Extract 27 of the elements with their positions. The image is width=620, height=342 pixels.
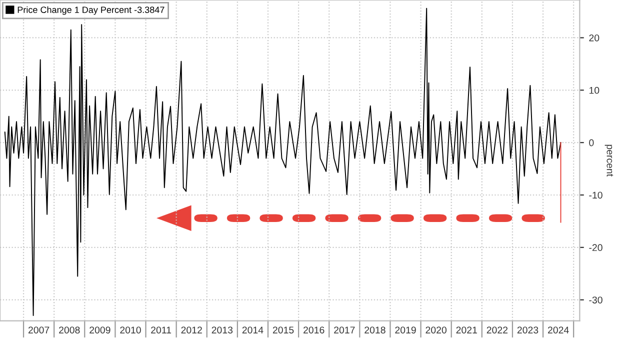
legend-label: Price Change 1 Day Percent -3.3847: [18, 6, 164, 15]
x-tick-label: 2016: [304, 326, 324, 334]
x-tick-label: 2019: [395, 326, 416, 334]
x-tick-label: 2010: [120, 326, 141, 334]
y-tick-label: 0: [589, 139, 594, 146]
x-tick-label: 2012: [181, 326, 202, 334]
x-tick-label: 2009: [90, 326, 110, 334]
y-tick-label: -30: [589, 296, 602, 304]
x-tick-label: 2021: [456, 326, 477, 334]
x-tick-label: 2017: [334, 326, 355, 334]
x-tick-label: 2022: [486, 326, 508, 334]
y-tick-label: -10: [589, 192, 602, 199]
x-tick-label: 2007: [28, 326, 50, 334]
x-tick-label: 2024: [548, 326, 569, 334]
x-tick-label: 2008: [59, 326, 80, 334]
y-tick-label: 20: [589, 34, 600, 42]
y-tick-label: -20: [589, 244, 602, 252]
x-tick-label: 2020: [426, 326, 447, 334]
line-series: [4, 8, 562, 316]
y-tick-label: 10: [589, 86, 600, 94]
x-tick-label: 2015: [272, 326, 294, 334]
x-tick-label: 2014: [242, 326, 264, 334]
x-tick-label: 2023: [517, 326, 538, 334]
y-axis-title: percent: [604, 144, 614, 177]
x-tick-label: 2013: [212, 326, 233, 334]
x-tick-label: 2011: [151, 326, 172, 334]
x-tick-label: 2018: [364, 326, 386, 334]
